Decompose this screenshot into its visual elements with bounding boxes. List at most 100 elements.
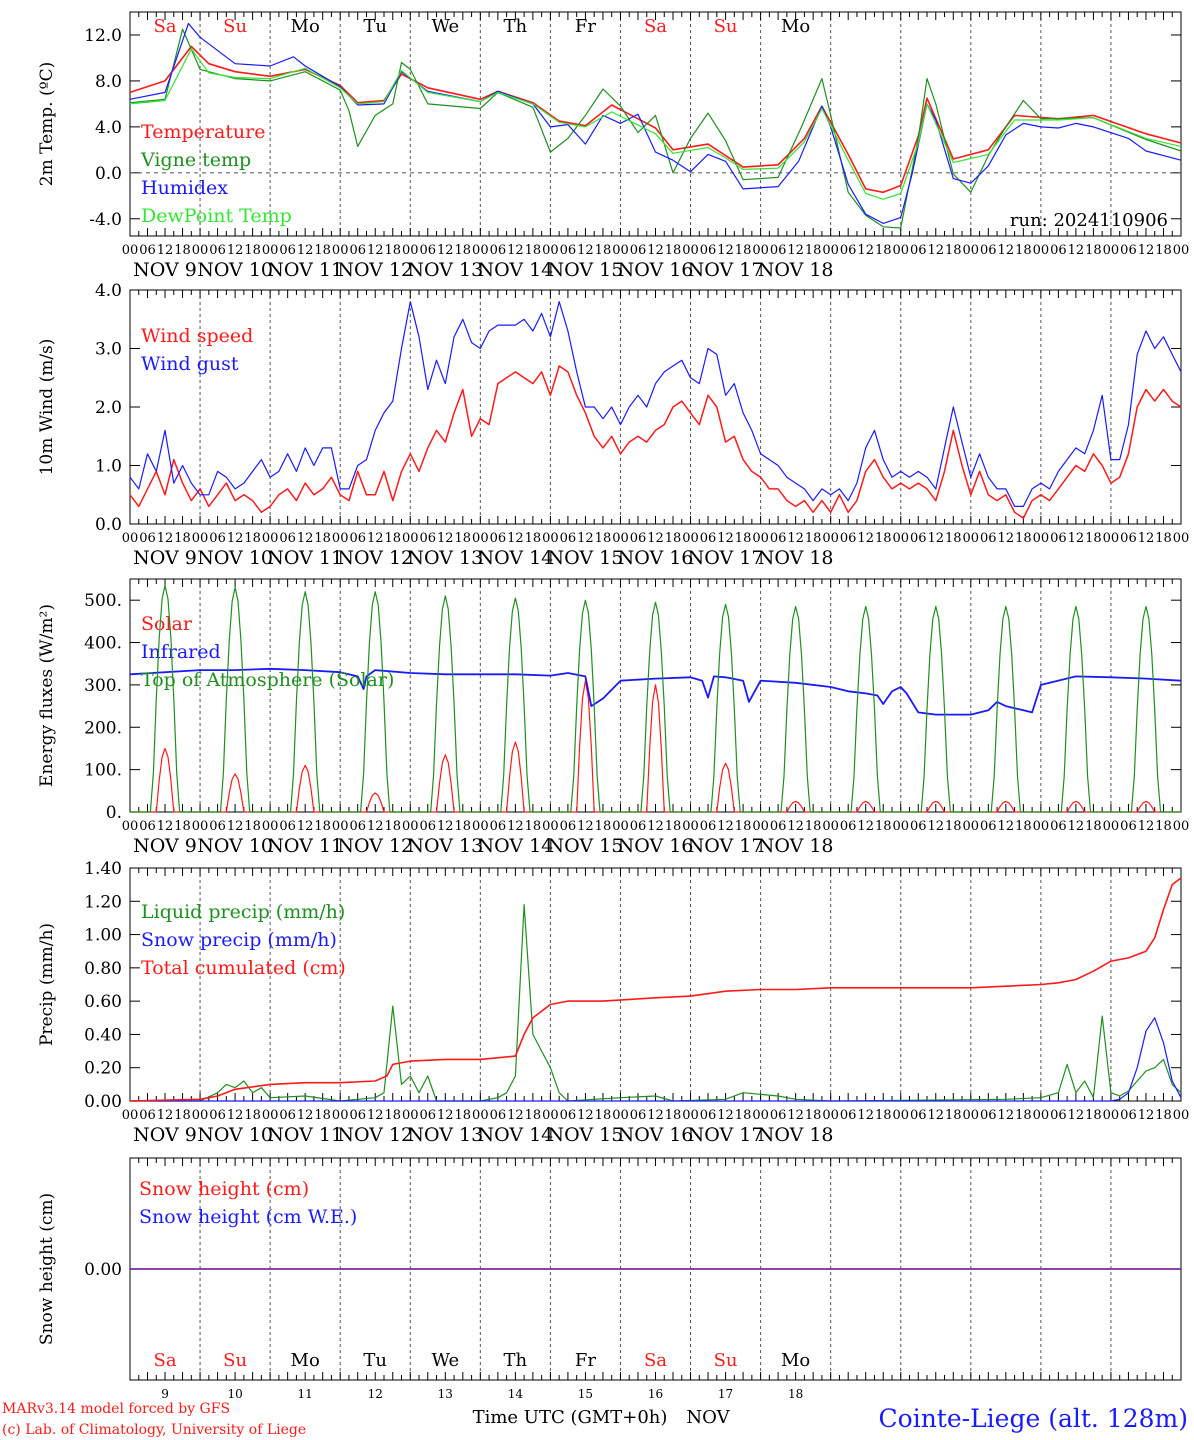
hour-label: 12 (157, 531, 174, 546)
hour-label: 00 (752, 819, 769, 834)
hour-label: 12 (227, 531, 244, 546)
hour-label: 00 (612, 1108, 629, 1123)
hour-label: 06 (420, 1108, 437, 1123)
hour-label: 00 (1103, 531, 1120, 546)
y-tick-label: 0.80 (84, 959, 122, 979)
hour-label: 00 (963, 243, 980, 258)
date-label: NOV 9 (133, 1124, 197, 1146)
day-number-label: 11 (298, 1387, 313, 1401)
station-label: Cointe-Liege (alt. 128m) (879, 1404, 1188, 1433)
hour-label: 00 (122, 1108, 139, 1123)
hour-label: 18 (1015, 1108, 1032, 1123)
hour-label: 06 (910, 819, 927, 834)
hour-label: 00 (262, 1108, 279, 1123)
legend-entry: Temperature (141, 121, 265, 143)
hour-label: 06 (139, 531, 156, 546)
hour-label: 12 (717, 819, 734, 834)
date-label: NOV 9 (133, 547, 197, 569)
hour-label: 18 (665, 819, 682, 834)
hour-label: 12 (998, 531, 1015, 546)
date-label: NOV 11 (267, 259, 343, 281)
hour-label: 18 (384, 1108, 401, 1123)
hour-label: 00 (402, 819, 419, 834)
hour-label: 18 (1015, 531, 1032, 546)
hour-label: 06 (1050, 819, 1067, 834)
hour-label: 18 (1085, 243, 1102, 258)
date-label: NOV 10 (197, 259, 273, 281)
hour-label: 12 (927, 819, 944, 834)
hour-label: 12 (1138, 243, 1155, 258)
hour-label: 18 (665, 531, 682, 546)
hour-label: 18 (805, 819, 822, 834)
series-line-wind-gust (129, 301, 1182, 507)
hour-label: 00 (822, 243, 839, 258)
hour-label: 18 (174, 819, 191, 834)
hour-label: 18 (945, 1108, 962, 1123)
y-axis-title: Snow height (cm) (37, 1193, 57, 1345)
hour-label: 00 (402, 531, 419, 546)
hour-label: 12 (787, 243, 804, 258)
legend-entry: Total cumulated (cm) (141, 957, 346, 979)
y-tick-label: 500. (84, 591, 122, 611)
date-label: NOV 10 (197, 547, 273, 569)
hour-label: 06 (490, 243, 507, 258)
hour-label: 18 (525, 819, 542, 834)
hour-label: 12 (437, 243, 454, 258)
hour-label: 06 (980, 1108, 997, 1123)
hour-label: 00 (472, 1108, 489, 1123)
hour-label: 06 (279, 531, 296, 546)
legend-entry: Snow height (cm W.E.) (139, 1206, 357, 1228)
hour-label: 06 (770, 531, 787, 546)
hour-label: 00 (682, 1108, 699, 1123)
precip-panel: 1.40 1.20 1.00 0.80 0.60 0.40 0.20 0.00 Precip (… (37, 859, 1189, 1146)
hour-label: 12 (647, 243, 664, 258)
date-label: NOV 12 (337, 1124, 413, 1146)
hour-label: 18 (455, 531, 472, 546)
weekday-label: Tu (363, 1350, 387, 1371)
temperature-panel: 12.0 8.0 4.0 0.0 -4.0 2m Temp. (ºC) Temperatur… (37, 11, 1190, 281)
hour-label: 18 (174, 243, 191, 258)
weekday-label: Mo (781, 16, 810, 37)
hour-label: 06 (1120, 531, 1137, 546)
hour-label: 12 (227, 243, 244, 258)
hour-label: 00 (542, 819, 559, 834)
hour-label: 00 (1033, 531, 1050, 546)
date-label: NOV 14 (477, 835, 553, 857)
hour-label: 00 (892, 819, 909, 834)
hour-label: 00 (332, 243, 349, 258)
hour-label: 00 (1173, 531, 1190, 546)
hour-label: 00 (612, 531, 629, 546)
hour-label: 18 (244, 1108, 261, 1123)
hour-label: 00 (472, 819, 489, 834)
hour-label: 12 (787, 531, 804, 546)
hour-label: 00 (122, 531, 139, 546)
hour-label: 00 (963, 531, 980, 546)
hour-label: 18 (314, 243, 331, 258)
hour-label: 12 (227, 1108, 244, 1123)
date-label: NOV 11 (267, 835, 343, 857)
hour-label: 12 (647, 819, 664, 834)
series-line-solar (130, 680, 1181, 813)
hour-label: 00 (1103, 819, 1120, 834)
hour-label: 12 (1068, 1108, 1085, 1123)
hour-label: 18 (174, 531, 191, 546)
date-label: NOV 13 (407, 259, 483, 281)
date-label: NOV 17 (688, 1124, 764, 1146)
weekday-label: Su (223, 16, 247, 37)
weekday-label: We (431, 16, 459, 37)
hour-label: 06 (209, 531, 226, 546)
hour-label: 00 (1173, 243, 1190, 258)
series-line-humidex (129, 22, 1182, 224)
hour-label: 18 (595, 531, 612, 546)
y-tick-label: 0.40 (84, 1025, 122, 1045)
hour-label: 18 (1085, 819, 1102, 834)
hour-label: 06 (840, 819, 857, 834)
hour-label: 12 (577, 1108, 594, 1123)
hour-label: 00 (402, 243, 419, 258)
hour-label: 06 (490, 531, 507, 546)
hour-label: 18 (875, 531, 892, 546)
hour-label: 06 (420, 531, 437, 546)
legend-entry: Infrared (141, 641, 221, 663)
y-tick-label: 400. (84, 634, 122, 654)
